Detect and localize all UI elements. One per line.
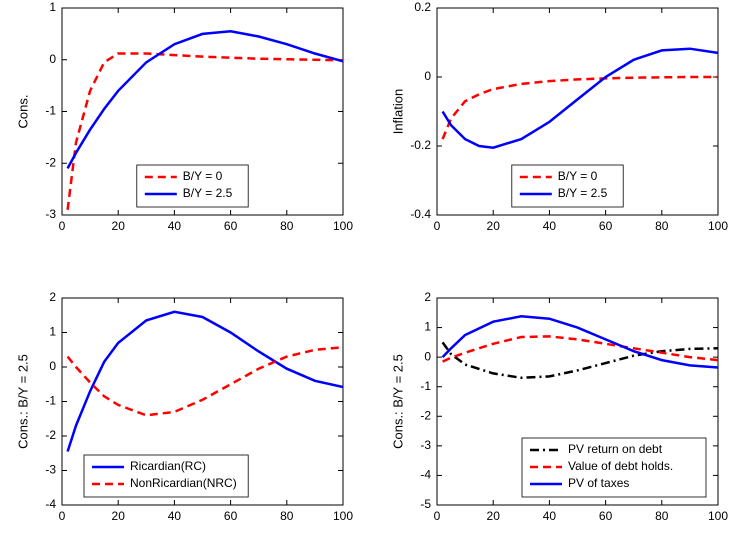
y-tick-label: -1 <box>420 379 431 393</box>
x-tick-label: 60 <box>599 509 613 523</box>
legend-label: Value of debt holds. <box>568 459 673 473</box>
x-tick-label: 80 <box>280 509 294 523</box>
legend-label: PV return on debt <box>568 442 663 456</box>
y-tick-label: -3 <box>45 207 56 221</box>
legend-box <box>521 437 707 498</box>
x-tick-label: 20 <box>487 509 501 523</box>
panel: 0 20 40 60 80 100 -4 -3 -2 -1 0 1 2 Cons.: B/Y = 2.5 R… <box>15 290 353 523</box>
legend-label: PV of taxes <box>568 476 629 490</box>
x-tick-label: 40 <box>543 219 557 233</box>
y-tick-label: 0 <box>49 359 56 373</box>
y-tick-label: 1 <box>424 320 431 334</box>
y-tick-label: -0.4 <box>410 207 431 221</box>
y-tick-label: -0.2 <box>410 138 431 152</box>
y-tick-label: -4 <box>45 497 56 511</box>
x-tick-label: 100 <box>333 509 353 523</box>
x-tick-label: 100 <box>708 219 728 233</box>
x-tick-label: 60 <box>599 219 613 233</box>
x-tick-label: 0 <box>434 509 441 523</box>
y-tick-label: 2 <box>424 290 431 304</box>
series-line <box>441 315 718 369</box>
legend-label: B/Y = 0 <box>558 169 598 183</box>
legend-label: B/Y = 0 <box>183 169 223 183</box>
legend-box <box>83 454 249 498</box>
y-tick-label: -2 <box>420 408 431 422</box>
x-tick-label: 0 <box>59 509 66 523</box>
series-line <box>442 335 718 363</box>
x-tick-label: 80 <box>655 219 669 233</box>
series-line <box>66 30 343 169</box>
y-axis-label: Cons. <box>15 95 30 129</box>
series-line <box>441 75 718 140</box>
y-tick-label: -5 <box>420 497 431 511</box>
y-tick-label: 0 <box>424 349 431 363</box>
panel: 0 20 40 60 80 100 -3 -2 -1 0 1 Cons. B/Y = 0 B/Y = 2.… <box>15 0 353 233</box>
y-tick-label: -3 <box>45 463 56 477</box>
x-tick-label: 0 <box>434 219 441 233</box>
y-axis-label: Inflation <box>390 89 405 135</box>
x-tick-label: 20 <box>112 509 126 523</box>
x-tick-label: 60 <box>224 219 238 233</box>
x-tick-label: 100 <box>708 509 728 523</box>
x-tick-label: 80 <box>655 509 669 523</box>
y-tick-label: 0.2 <box>414 0 431 14</box>
legend-label: NonRicardian(NRC) <box>130 476 237 490</box>
y-tick-label: 1 <box>49 325 56 339</box>
y-tick-label: -3 <box>420 438 431 452</box>
x-tick-label: 40 <box>543 509 557 523</box>
x-tick-label: 40 <box>168 219 182 233</box>
plot-area <box>436 297 719 506</box>
x-tick-label: 20 <box>112 219 126 233</box>
y-axis-label: Cons.: B/Y = 2.5 <box>390 354 405 449</box>
x-tick-label: 60 <box>224 509 238 523</box>
legend-label: B/Y = 2.5 <box>558 186 608 200</box>
x-tick-label: 40 <box>168 509 182 523</box>
y-tick-label: 1 <box>49 0 56 14</box>
legend-box <box>136 164 249 208</box>
y-axis-label: Cons.: B/Y = 2.5 <box>15 354 30 449</box>
x-tick-label: 20 <box>487 219 501 233</box>
plot-area <box>436 7 719 216</box>
panel: 0 20 40 60 80 100 -5 -4 -3 -2 -1 0 1 2 Cons.: B/Y = 2.… <box>390 290 728 523</box>
series-line <box>66 346 343 417</box>
legend-label: Ricardian(RC) <box>130 459 206 473</box>
series-line <box>441 47 718 149</box>
y-tick-label: 0 <box>49 52 56 66</box>
y-tick-label: 0 <box>424 69 431 83</box>
series-line <box>66 52 343 210</box>
y-tick-label: -1 <box>45 394 56 408</box>
y-tick-label: 2 <box>49 290 56 304</box>
y-tick-label: -2 <box>45 155 56 169</box>
legend-label: B/Y = 2.5 <box>183 186 233 200</box>
y-tick-label: -1 <box>45 104 56 118</box>
x-tick-label: 80 <box>280 219 294 233</box>
series-line <box>66 310 343 452</box>
x-tick-label: 100 <box>333 219 353 233</box>
legend-box <box>511 164 624 208</box>
panel: 0 20 40 60 80 100 -0.4 -0.2 0 0.2 Inflation B/Y = 0… <box>390 0 728 233</box>
y-tick-label: -4 <box>420 468 431 482</box>
y-tick-label: -2 <box>45 428 56 442</box>
x-tick-label: 0 <box>59 219 66 233</box>
